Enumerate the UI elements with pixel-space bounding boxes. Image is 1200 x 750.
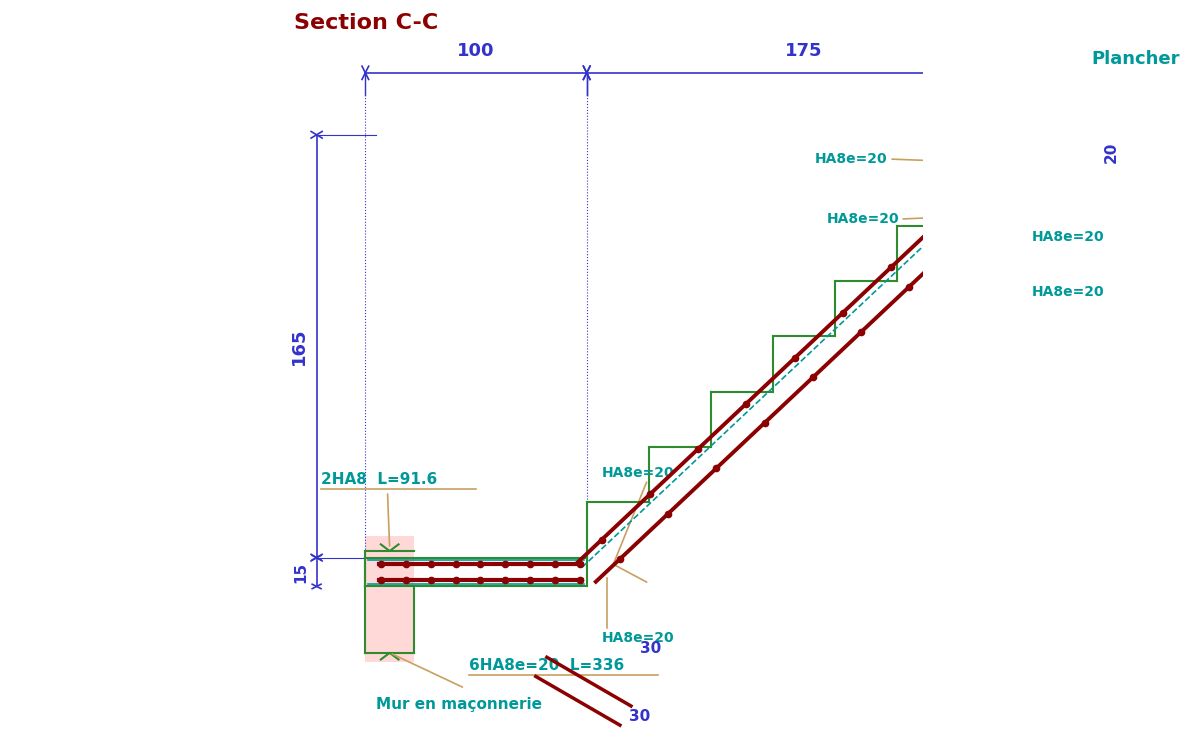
Text: 30: 30 bbox=[640, 640, 661, 656]
Text: Plancher: Plancher bbox=[1092, 50, 1180, 68]
Text: HA8e=20: HA8e=20 bbox=[602, 466, 674, 480]
Text: HA8e=20: HA8e=20 bbox=[815, 152, 888, 166]
Bar bbox=[365, 536, 414, 662]
Text: 6HA8e=20  L=336: 6HA8e=20 L=336 bbox=[469, 658, 625, 673]
Text: Mur en maçonnerie: Mur en maçonnerie bbox=[377, 698, 542, 712]
Text: 165: 165 bbox=[290, 328, 308, 365]
Text: 175: 175 bbox=[785, 41, 822, 59]
Text: 100: 100 bbox=[457, 41, 494, 59]
Text: 30: 30 bbox=[629, 709, 650, 724]
Text: HA8e=20: HA8e=20 bbox=[1032, 285, 1104, 299]
Text: Section C-C: Section C-C bbox=[294, 13, 439, 33]
Text: 20: 20 bbox=[1104, 142, 1118, 164]
Text: 2HA8  L=91.6: 2HA8 L=91.6 bbox=[322, 472, 437, 487]
Text: HA8e=20: HA8e=20 bbox=[1032, 230, 1104, 244]
Text: HA8e=20: HA8e=20 bbox=[827, 212, 899, 226]
Bar bbox=[990, 117, 1030, 188]
Text: HA8e=20: HA8e=20 bbox=[602, 631, 674, 645]
Text: 15: 15 bbox=[294, 562, 308, 583]
